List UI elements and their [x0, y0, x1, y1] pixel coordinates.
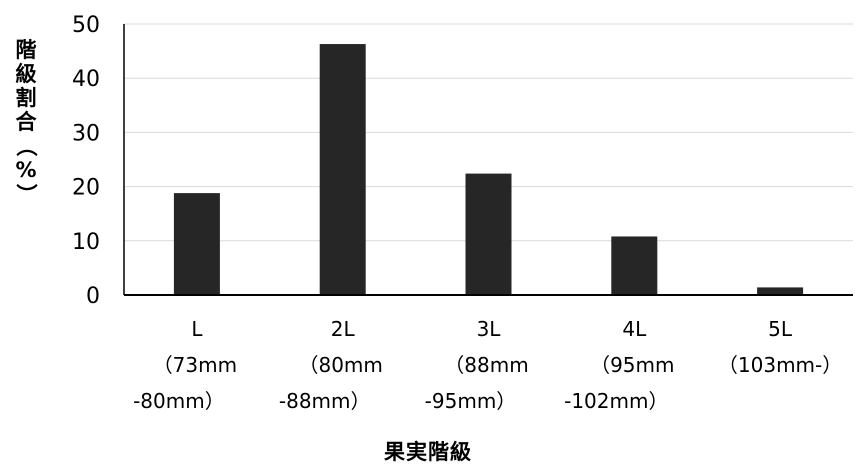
y-tick-label: 0 — [86, 284, 100, 309]
x-tick-label: （103mm-） — [718, 353, 842, 377]
bar — [465, 173, 512, 295]
x-tick-label: 4L — [622, 317, 647, 341]
gridlines — [124, 23, 853, 242]
bar — [173, 193, 220, 295]
y-tick-label: 40 — [72, 67, 100, 92]
axes — [123, 24, 853, 296]
x-tick-label: （88mm — [444, 353, 528, 377]
y-axis-title-char: % — [15, 158, 37, 182]
x-axis-title: 果実階級 — [384, 440, 472, 464]
x-tick-label: -88mm） — [279, 389, 371, 413]
y-tick-labels: 0 10 20 30 40 50 — [72, 13, 100, 309]
y-tick-label: 50 — [72, 13, 100, 38]
y-axis-title-char: 級 — [15, 62, 37, 86]
x-tick-label: （80mm — [298, 353, 382, 377]
x-tick-label: 5L — [768, 317, 793, 341]
bar — [757, 287, 804, 295]
y-axis-title-char: 階 — [15, 38, 37, 62]
y-tick-label: 20 — [72, 176, 100, 201]
x-tick-label: -95mm） — [425, 389, 517, 413]
x-tick-label: 2L — [331, 317, 356, 341]
bar — [611, 236, 658, 295]
x-tick-labels: L （73mm -80mm） 2L （80mm -88mm） 3L （88mm -95mm） 4L… — [133, 317, 842, 413]
x-tick-label: （95mm — [590, 353, 674, 377]
x-tick-label: （73mm — [153, 353, 237, 377]
x-tick-label: L — [191, 317, 203, 341]
x-tick-label: -80mm） — [133, 389, 225, 413]
x-tick-label: 3L — [477, 317, 502, 341]
y-axis-title-char: 合 — [15, 110, 37, 134]
y-axis-title-char: 割 — [15, 86, 37, 110]
y-axis-title-char: ） — [14, 183, 38, 205]
x-tick-label: -102mm） — [564, 389, 668, 413]
y-tick-label: 10 — [72, 230, 100, 255]
bar — [319, 44, 366, 295]
bars — [173, 44, 804, 295]
y-tick-label: 30 — [72, 121, 100, 146]
y-axis-title-char: （ — [14, 135, 38, 157]
